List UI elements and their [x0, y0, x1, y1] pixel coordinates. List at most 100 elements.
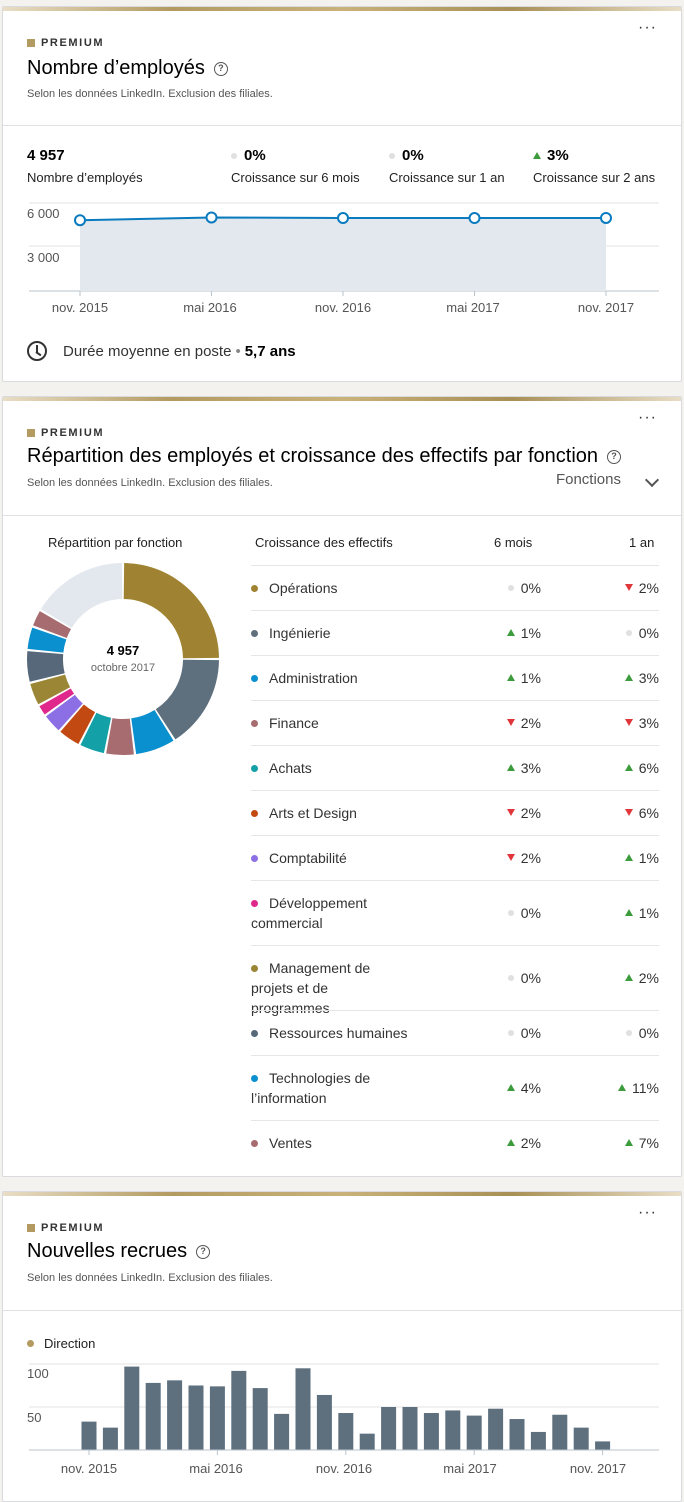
- tenure-value: 5,7 ans: [244, 342, 296, 360]
- x-tick-label: mai 2016: [183, 300, 237, 315]
- growth-row[interactable]: Ventes 2% 7%: [251, 1120, 659, 1165]
- stat-label: Nombre d’employés: [27, 170, 143, 185]
- donut-date: octobre 2017: [90, 662, 156, 674]
- chevron-down-icon[interactable]: [644, 472, 660, 488]
- growth-row[interactable]: Ingénierie 1% 0%: [251, 610, 659, 655]
- bar: [188, 1385, 204, 1450]
- donut-slice: [27, 651, 65, 682]
- premium-badge: PREMIUM: [27, 427, 104, 439]
- growth-row[interactable]: Comptabilité 2% 1%: [251, 835, 659, 880]
- growth-1y-value: 7%: [638, 1134, 659, 1151]
- color-dot-icon: [251, 1030, 258, 1037]
- growth-1y: 7%: [599, 1135, 659, 1151]
- growth-6m: 2%: [481, 850, 541, 866]
- growth-1y: 6%: [599, 760, 659, 776]
- growth-6m: 2%: [481, 715, 541, 731]
- function-name: Opérations: [251, 578, 471, 598]
- bar: [145, 1382, 161, 1450]
- growth-6m: 0%: [481, 905, 541, 921]
- donut-slice: [60, 704, 96, 745]
- growth-row[interactable]: Ressources humaines 0% 0%: [251, 1010, 659, 1055]
- growth-row[interactable]: Développement commercial 0% 1%: [251, 880, 659, 945]
- growth-6m-value: 2%: [520, 1134, 541, 1151]
- question-circle-icon[interactable]: ?: [607, 449, 622, 464]
- function-label: Finance: [269, 715, 319, 731]
- growth-6m-value: 0%: [520, 579, 541, 596]
- growth-6m: 2%: [481, 1135, 541, 1151]
- premium-gold-bar: [3, 7, 681, 11]
- arrow-up-icon: [506, 1139, 515, 1146]
- function-distribution-card: ··· PREMIUM Répartition des employés et …: [2, 396, 682, 1177]
- color-dot-icon: [251, 1140, 258, 1147]
- growth-row[interactable]: Administration 1% 3%: [251, 655, 659, 700]
- growth-row[interactable]: Technologies de l’information 4% 11%: [251, 1055, 659, 1120]
- arrow-down-icon: [624, 809, 633, 816]
- growth-row[interactable]: Management de projets et de programmes 0%…: [251, 945, 659, 1016]
- function-dropdown-label[interactable]: Fonctions: [555, 471, 621, 488]
- growth-row[interactable]: Finance 2% 3%: [251, 700, 659, 745]
- function-label: Technologies de l’information: [251, 1070, 371, 1106]
- function-label: Ventes: [269, 1135, 312, 1151]
- arrow-up-icon: [506, 1084, 515, 1091]
- stat-value: 0%: [402, 147, 424, 164]
- growth-6m-value: 0%: [520, 1024, 541, 1041]
- neutral-dot-icon: [507, 1029, 514, 1036]
- question-circle-icon[interactable]: ?: [196, 1244, 211, 1259]
- bar: [252, 1388, 268, 1450]
- card-title-text: Nombre d’employés: [27, 57, 205, 79]
- growth-1y-value: 3%: [638, 714, 659, 731]
- divider: [3, 125, 681, 126]
- growth-1y-value: 2%: [638, 969, 659, 986]
- growth-1y-value: 2%: [638, 579, 659, 596]
- stat-value: 0%: [244, 147, 266, 164]
- arrow-up-icon: [506, 629, 515, 636]
- growth-6m: 1%: [481, 625, 541, 641]
- bar: [509, 1419, 525, 1450]
- growth-6m: 4%: [481, 1080, 541, 1096]
- bar: [488, 1408, 504, 1450]
- growth-1y: 0%: [599, 1025, 659, 1041]
- growth-6m-value: 4%: [520, 1079, 541, 1096]
- growth-1y-value: 1%: [638, 849, 659, 866]
- color-dot-icon: [251, 585, 258, 592]
- premium-gold-bar: [3, 1192, 681, 1196]
- premium-square-icon: [27, 1224, 35, 1232]
- arrow-up-icon: [618, 1084, 627, 1091]
- color-dot-icon: [251, 965, 258, 972]
- card-title: Répartition des employés et croissance d…: [27, 445, 622, 468]
- growth-6m: 0%: [481, 580, 541, 596]
- growth-row[interactable]: Arts et Design 2% 6%: [251, 790, 659, 835]
- donut-slice: [106, 718, 134, 755]
- premium-label: PREMIUM: [41, 1222, 105, 1234]
- donut-slice: [131, 710, 174, 755]
- growth-1y-value: 6%: [638, 804, 659, 821]
- arrow-up-icon: [533, 152, 541, 159]
- growth-1y: 2%: [599, 970, 659, 986]
- stat-label: Croissance sur 1 an: [389, 170, 505, 185]
- question-circle-icon[interactable]: ?: [213, 61, 228, 76]
- function-label: Comptabilité: [269, 850, 347, 866]
- color-dot-icon: [251, 900, 258, 907]
- bar: [573, 1427, 589, 1450]
- function-donut-chart: [27, 563, 219, 755]
- donut-center: 4 957 octobre 2017: [63, 643, 183, 674]
- color-dot-icon: [251, 1075, 258, 1082]
- x-tick-label: nov. 2017: [569, 1461, 627, 1476]
- donut-title: Répartition par fonction: [48, 535, 183, 550]
- premium-square-icon: [27, 429, 35, 437]
- growth-row[interactable]: Achats 3% 6%: [251, 745, 659, 790]
- arrow-down-icon: [624, 584, 633, 591]
- card-title-text: Répartition des employés et croissance d…: [27, 445, 599, 467]
- growth-row[interactable]: Opérations 0% 2%: [251, 565, 659, 610]
- neutral-dot-icon: [231, 152, 237, 159]
- legend-label: Direction: [44, 1336, 96, 1351]
- bar: [295, 1368, 311, 1450]
- area-fill: [80, 217, 606, 291]
- function-label: Achats: [269, 760, 312, 776]
- data-point: [600, 211, 612, 224]
- more-options-icon[interactable]: ···: [638, 409, 657, 426]
- function-name: Achats: [251, 758, 471, 778]
- donut-slice: [39, 688, 75, 715]
- more-options-icon[interactable]: ···: [638, 1204, 657, 1221]
- more-options-icon[interactable]: ···: [638, 19, 657, 36]
